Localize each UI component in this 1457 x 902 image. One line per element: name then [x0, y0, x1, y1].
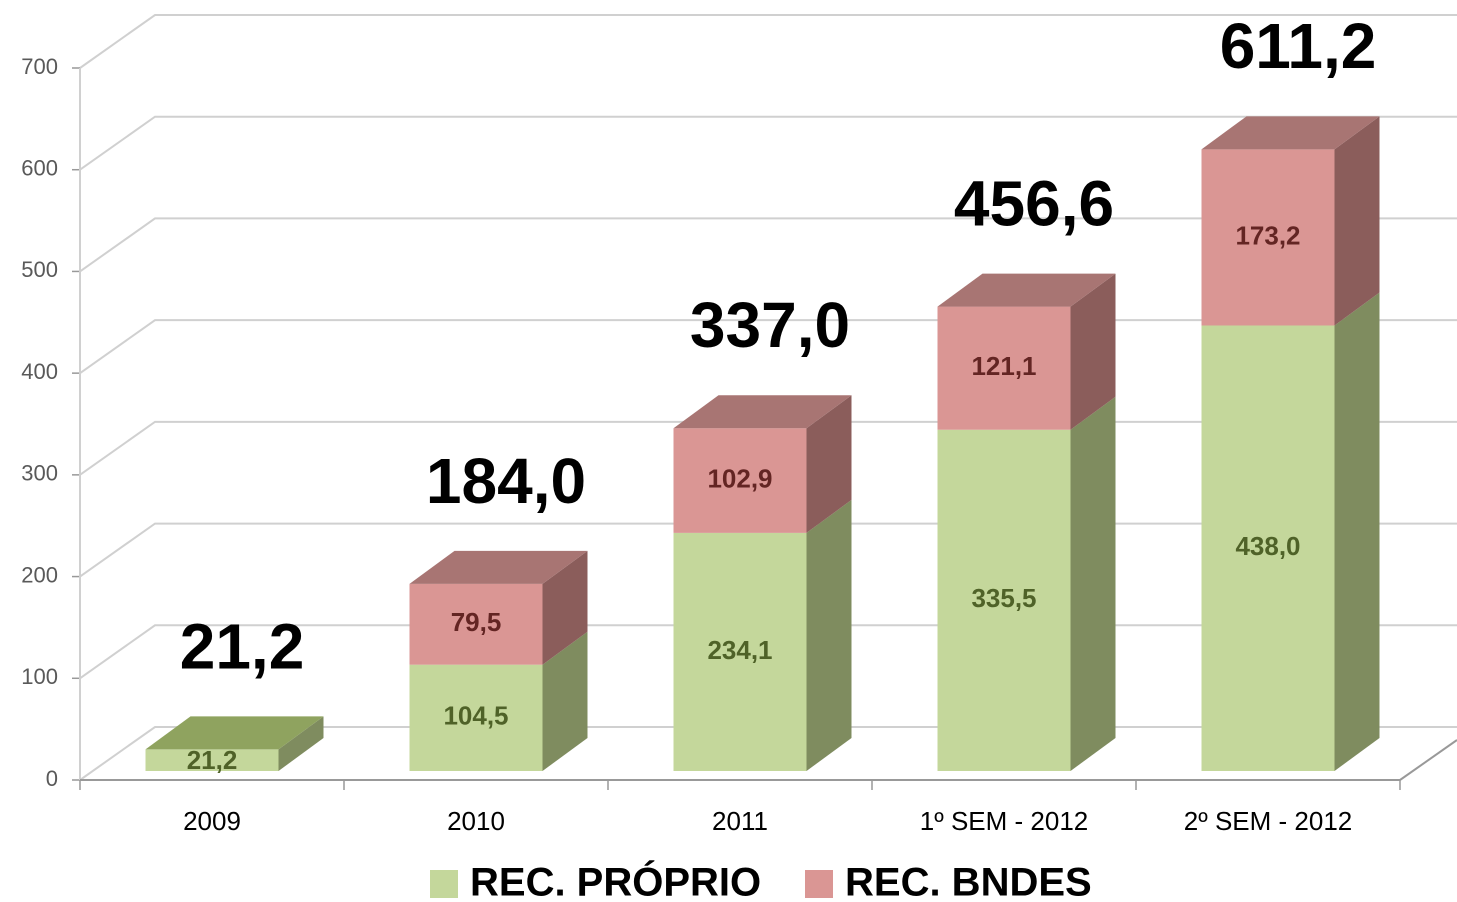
x-tick-label: 2010 — [447, 806, 505, 836]
x-tick-label: 2011 — [712, 806, 768, 836]
x-tick-label: 1º SEM - 2012 — [920, 806, 1088, 836]
value-label: 102,9 — [707, 463, 772, 493]
legend-swatch — [430, 870, 458, 898]
total-label: 21,2 — [180, 610, 305, 682]
bar-top — [673, 395, 852, 429]
y-tick-label: 700 — [21, 54, 58, 79]
value-label: 21,2 — [187, 745, 238, 775]
floor-edge — [1399, 739, 1457, 781]
x-tick-label: 2009 — [183, 806, 241, 836]
bar-top — [145, 716, 324, 750]
value-label: 234,1 — [707, 635, 772, 665]
value-label: 121,1 — [971, 351, 1036, 381]
y-tick-label: 0 — [46, 766, 58, 791]
bar-side — [1070, 396, 1116, 771]
bar — [1201, 149, 1335, 326]
value-label: 79,5 — [451, 607, 502, 637]
bar-side — [1334, 116, 1380, 326]
legend-label: REC. BNDES — [845, 861, 1092, 902]
total-label: 456,6 — [954, 167, 1114, 239]
value-label: 173,2 — [1235, 220, 1300, 250]
bar-side — [806, 395, 852, 533]
value-label: 438,0 — [1235, 531, 1300, 561]
bar — [1201, 325, 1335, 771]
bar — [937, 306, 1071, 430]
y-tick-label: 400 — [21, 359, 58, 384]
bar-side — [278, 716, 324, 771]
total-label: 611,2 — [1220, 10, 1377, 82]
bar — [673, 532, 807, 771]
bar-top — [937, 273, 1116, 307]
y-tick-label: 500 — [21, 257, 58, 282]
bar-side — [542, 631, 588, 771]
bar — [409, 664, 543, 771]
y-tick-label: 100 — [21, 664, 58, 689]
grid-line — [79, 217, 1457, 273]
bar-side — [542, 550, 588, 665]
bar — [673, 428, 807, 533]
legend-label: REC. PRÓPRIO — [470, 859, 761, 902]
x-tick-label: 2º SEM - 2012 — [1184, 806, 1352, 836]
total-label: 337,0 — [690, 289, 850, 361]
bar-side — [1334, 292, 1380, 771]
grid-line — [79, 115, 1457, 171]
bar — [409, 583, 543, 665]
bar — [145, 749, 279, 771]
bar-side — [1070, 273, 1116, 430]
grid-line — [79, 14, 1457, 69]
bar-side — [806, 499, 852, 771]
bar-top — [1201, 116, 1380, 150]
bar — [937, 429, 1071, 771]
value-label: 335,5 — [971, 583, 1036, 613]
y-tick-label: 200 — [21, 562, 58, 587]
bar-top — [409, 550, 588, 584]
total-label: 184,0 — [426, 445, 586, 517]
value-label: 104,5 — [443, 701, 508, 731]
legend-swatch — [805, 870, 833, 898]
y-tick-label: 600 — [21, 156, 58, 181]
y-tick-label: 300 — [21, 461, 58, 486]
